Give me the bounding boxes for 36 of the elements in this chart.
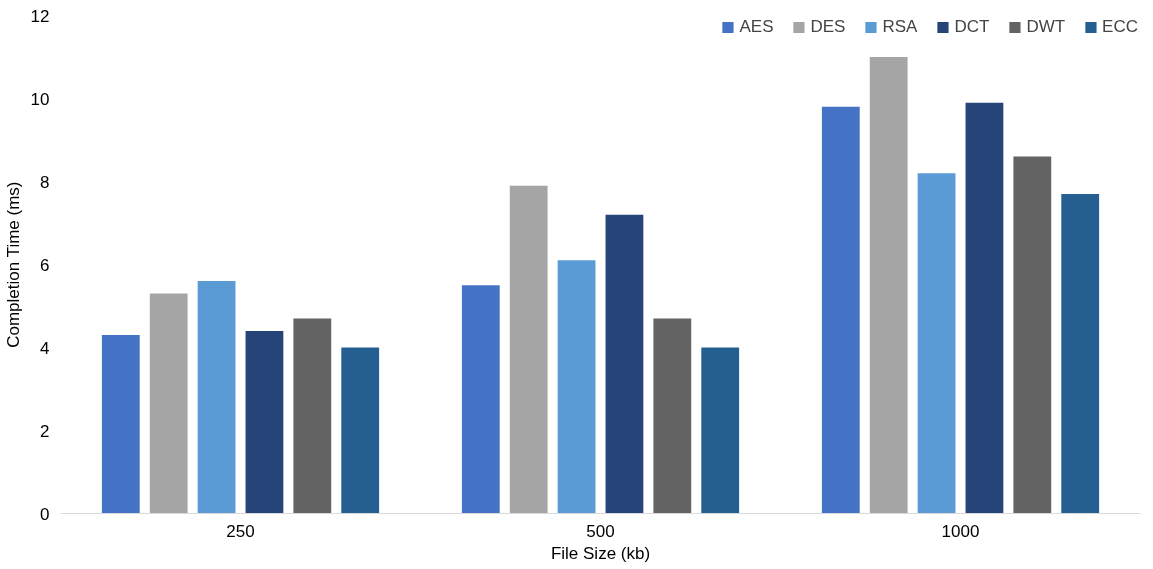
legend-label: RSA	[882, 17, 918, 37]
bar	[605, 214, 644, 514]
bar	[293, 318, 332, 514]
bar	[701, 347, 740, 514]
legend-label: DWT	[1026, 17, 1066, 37]
bar	[965, 102, 1004, 514]
bar	[653, 318, 692, 514]
bar	[509, 185, 548, 514]
y-tick-label: 6	[40, 255, 50, 275]
legend-label: ECC	[1102, 17, 1138, 37]
bar	[1013, 156, 1052, 514]
y-tick-label: 2	[40, 421, 50, 441]
legend-label: AES	[739, 17, 774, 37]
x-tick-label: 250	[226, 521, 255, 541]
x-tick-label: 1000	[941, 521, 980, 541]
legend-label: DCT	[954, 17, 990, 37]
bar	[461, 285, 500, 514]
x-tick-label: 500	[586, 521, 615, 541]
bar	[869, 57, 908, 514]
y-tick-label: 0	[40, 504, 50, 524]
bar	[917, 173, 956, 514]
y-tick-label: 10	[30, 89, 50, 109]
y-tick-label: 4	[40, 338, 50, 358]
bar	[557, 260, 596, 514]
bar	[1061, 193, 1100, 514]
bar	[245, 330, 284, 514]
y-axis-title: Completion Time (ms)	[3, 181, 23, 348]
bar	[821, 106, 860, 514]
bar	[341, 347, 380, 514]
y-tick-label: 8	[40, 172, 50, 192]
bar	[101, 335, 140, 514]
legend-label: DES	[810, 17, 846, 37]
bar	[149, 293, 188, 514]
y-tick-label: 12	[30, 6, 50, 26]
bar	[197, 281, 236, 514]
x-axis-title: File Size (kb)	[550, 543, 651, 563]
